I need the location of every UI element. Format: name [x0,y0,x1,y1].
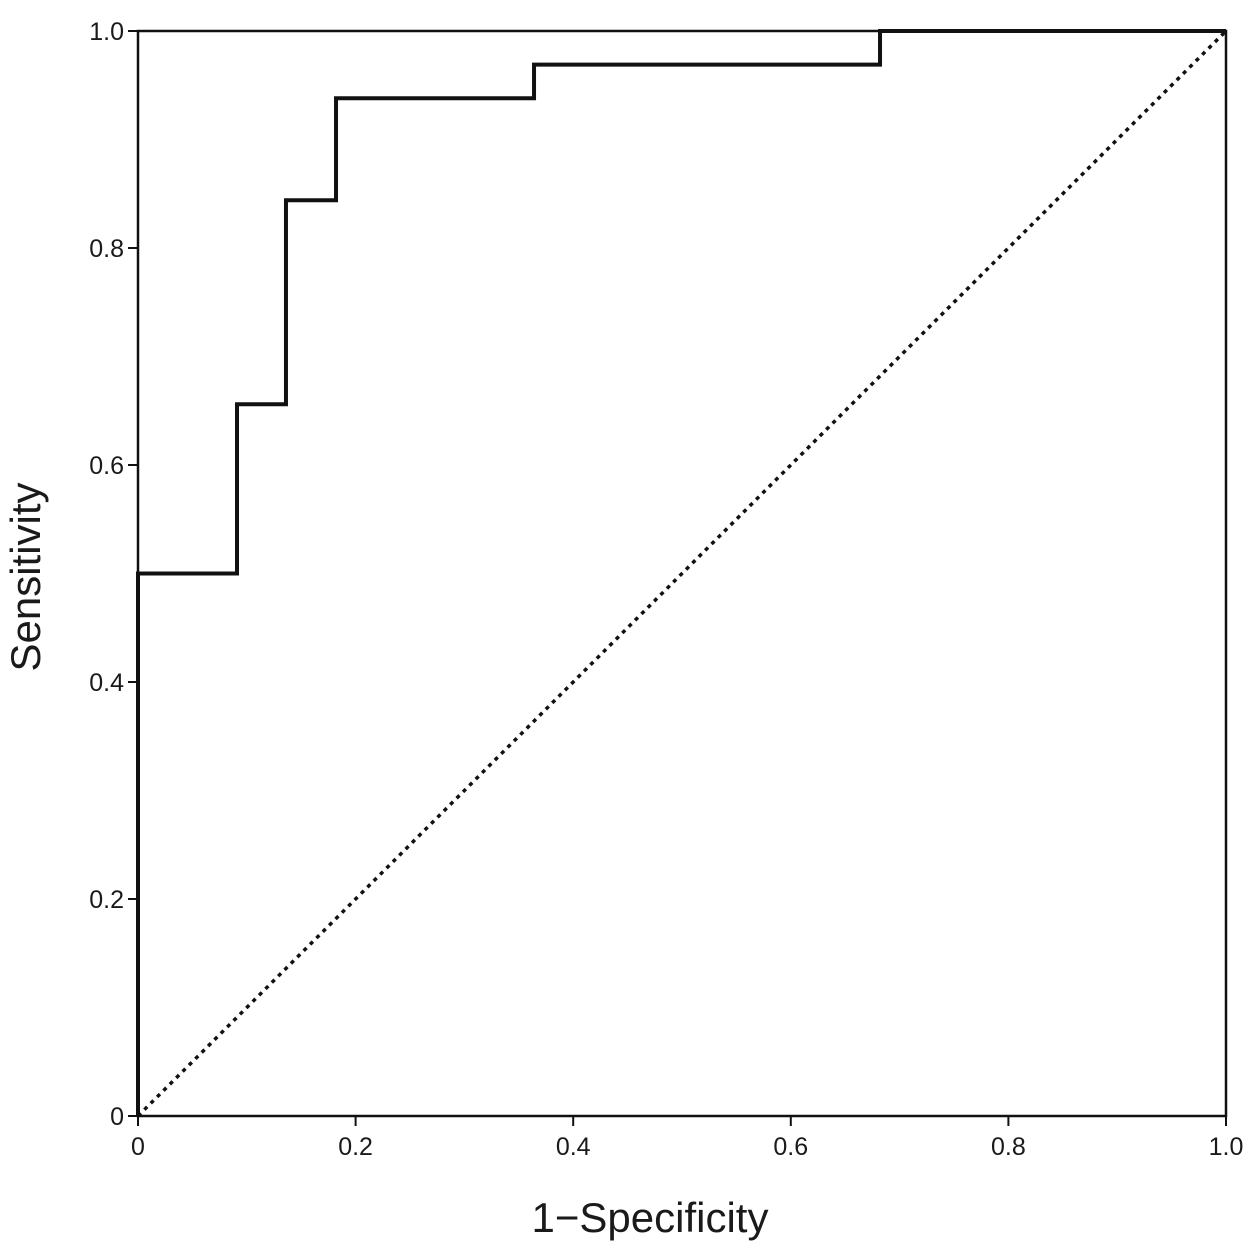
roc-curve-line [136,29,1226,1116]
x-tick-label-0: 0 [131,1133,145,1161]
reference-diagonal-line [136,29,1228,1118]
y-tick-label-0: 0 [110,1103,124,1131]
y-tick-label-4: 0.8 [89,235,124,263]
x-tick-label-2: 0.4 [556,1133,591,1161]
y-tick-label-1: 0.2 [89,886,124,914]
y-tick-label-2: 0.4 [89,669,124,697]
x-axis-title: 1−Specificity [532,1194,769,1241]
y-tick-label-3: 0.6 [89,452,124,480]
x-tick-label-5: 1.0 [1209,1133,1244,1161]
plot-area: 0 0.2 0.4 0.6 0.8 1.0 0 0.2 0.4 0.6 0.8 1.0 [89,18,1243,1161]
y-tick-label-5: 1.0 [89,18,124,46]
x-tick-label-1: 0.2 [338,1133,373,1161]
y-axis-title: Sensitivity [2,482,49,671]
x-tick-label-3: 0.6 [773,1133,808,1161]
x-tick-label-4: 0.8 [991,1133,1026,1161]
